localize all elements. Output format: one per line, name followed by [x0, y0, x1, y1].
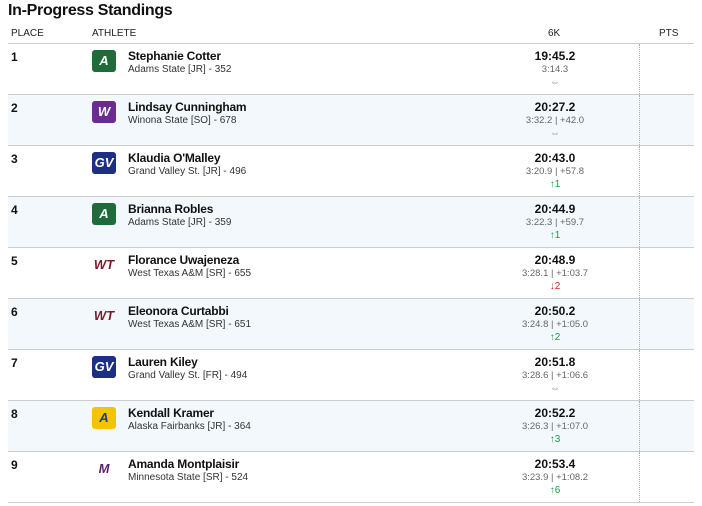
split-gap: 3:24.8 | +1:05.0 [521, 319, 589, 330]
place: 4 [11, 203, 18, 217]
split-gap: 3:28.1 | +1:03.7 [521, 268, 589, 279]
time: 20:27.2 [534, 100, 576, 114]
col-split[interactable]: 6K [548, 28, 561, 39]
place: 6 [11, 305, 18, 319]
table-row[interactable]: 9 M Amanda Montplaisir Minnesota State [… [8, 452, 694, 503]
table-row[interactable]: 5 WT Florance Uwajeneza West Texas A&M [… [8, 248, 694, 299]
athlete-name[interactable]: Stephanie Cotter [128, 49, 221, 63]
standings-table: 1 A Stephanie Cotter Adams State [JR] - … [8, 44, 694, 503]
place: 5 [11, 254, 18, 268]
time: 20:50.2 [534, 304, 576, 318]
points-cell [639, 452, 640, 502]
split-gap: 3:14.3 [541, 64, 569, 75]
time: 20:44.9 [534, 202, 576, 216]
page-title: In-Progress Standings [8, 2, 173, 19]
athlete-name[interactable]: Amanda Montplaisir [128, 457, 240, 471]
table-row[interactable]: 8 A Kendall Kramer Alaska Fairbanks [JR]… [8, 401, 694, 452]
points-cell [639, 401, 640, 451]
west-texas-logo-icon: WT [93, 257, 115, 272]
place: 8 [11, 407, 18, 421]
table-row[interactable]: 2 W Lindsay Cunningham Winona State [SO]… [8, 95, 694, 146]
athlete-team: Alaska Fairbanks [JR] - 364 [128, 421, 251, 432]
time: 20:52.2 [534, 406, 576, 420]
place: 7 [11, 356, 18, 370]
points-cell [639, 44, 640, 94]
points-cell [639, 350, 640, 400]
split-gap: 3:28.6 | +1:06.6 [521, 370, 589, 381]
place: 1 [11, 50, 18, 64]
athlete-team: West Texas A&M [SR] - 655 [128, 268, 252, 279]
points-cell [639, 299, 640, 349]
no-change-icon: ⇔ [550, 77, 560, 88]
col-athlete[interactable]: ATHLETE [92, 28, 137, 39]
arrow-up-icon: ↑1 [549, 179, 561, 190]
split-gap: 3:32.2 | +42.0 [525, 115, 585, 126]
grand-valley-logo-icon: GV [92, 152, 116, 174]
arrow-up-icon: ↑3 [549, 434, 561, 445]
athlete-name[interactable]: Lindsay Cunningham [128, 100, 247, 114]
adams-state-logo-icon: A [92, 50, 116, 72]
points-cell [639, 95, 640, 145]
points-cell [639, 197, 640, 247]
table-header: PLACE ATHLETE 6K PTS [8, 26, 694, 44]
winona-state-logo-icon: W [92, 101, 116, 123]
points-cell [639, 146, 640, 196]
place: 2 [11, 101, 18, 115]
west-texas-logo-icon: WT [93, 308, 115, 323]
no-change-icon: ⇔ [550, 128, 560, 139]
no-change-icon: ⇔ [550, 383, 560, 394]
time: 20:53.4 [534, 457, 576, 471]
athlete-name[interactable]: Kendall Kramer [128, 406, 214, 420]
athlete-team: Adams State [JR] - 352 [128, 64, 232, 75]
athlete-team: Minnesota State [SR] - 524 [128, 472, 249, 483]
split-gap: 3:20.9 | +57.8 [525, 166, 585, 177]
arrow-up-icon: ↑6 [549, 485, 561, 496]
alaska-fairbanks-logo-icon: A [92, 407, 116, 429]
time: 20:48.9 [534, 253, 576, 267]
time: 19:45.2 [534, 49, 576, 63]
table-row[interactable]: 4 A Brianna Robles Adams State [JR] - 35… [8, 197, 694, 248]
grand-valley-logo-icon: GV [92, 356, 116, 378]
time: 20:51.8 [534, 355, 576, 369]
table-row[interactable]: 3 GV Klaudia O'Malley Grand Valley St. [… [8, 146, 694, 197]
col-place[interactable]: PLACE [11, 28, 44, 39]
athlete-name[interactable]: Klaudia O'Malley [128, 151, 221, 165]
athlete-team: West Texas A&M [SR] - 651 [128, 319, 252, 330]
arrow-up-icon: ↑2 [549, 332, 561, 343]
athlete-team: Grand Valley St. [JR] - 496 [128, 166, 247, 177]
points-cell [639, 248, 640, 298]
table-row[interactable]: 7 GV Lauren Kiley Grand Valley St. [FR] … [8, 350, 694, 401]
adams-state-logo-icon: A [92, 203, 116, 225]
athlete-name[interactable]: Eleonora Curtabbi [128, 304, 229, 318]
athlete-team: Adams State [JR] - 359 [128, 217, 232, 228]
minnesota-state-logo-icon: M [98, 461, 110, 476]
place: 3 [11, 152, 18, 166]
athlete-team: Winona State [SO] - 678 [128, 115, 237, 126]
arrow-up-icon: ↑1 [549, 230, 561, 241]
split-gap: 3:23.9 | +1:08.2 [521, 472, 589, 483]
place: 9 [11, 458, 18, 472]
athlete-team: Grand Valley St. [FR] - 494 [128, 370, 248, 381]
athlete-name[interactable]: Lauren Kiley [128, 355, 198, 369]
time: 20:43.0 [534, 151, 576, 165]
athlete-name[interactable]: Florance Uwajeneza [128, 253, 240, 267]
athlete-name[interactable]: Brianna Robles [128, 202, 214, 216]
arrow-down-icon: ↓2 [549, 281, 561, 292]
split-gap: 3:22.3 | +59.7 [525, 217, 585, 228]
split-gap: 3:26.3 | +1:07.0 [521, 421, 589, 432]
table-row[interactable]: 1 A Stephanie Cotter Adams State [JR] - … [8, 44, 694, 95]
table-row[interactable]: 6 WT Eleonora Curtabbi West Texas A&M [S… [8, 299, 694, 350]
col-pts[interactable]: PTS [659, 28, 679, 39]
